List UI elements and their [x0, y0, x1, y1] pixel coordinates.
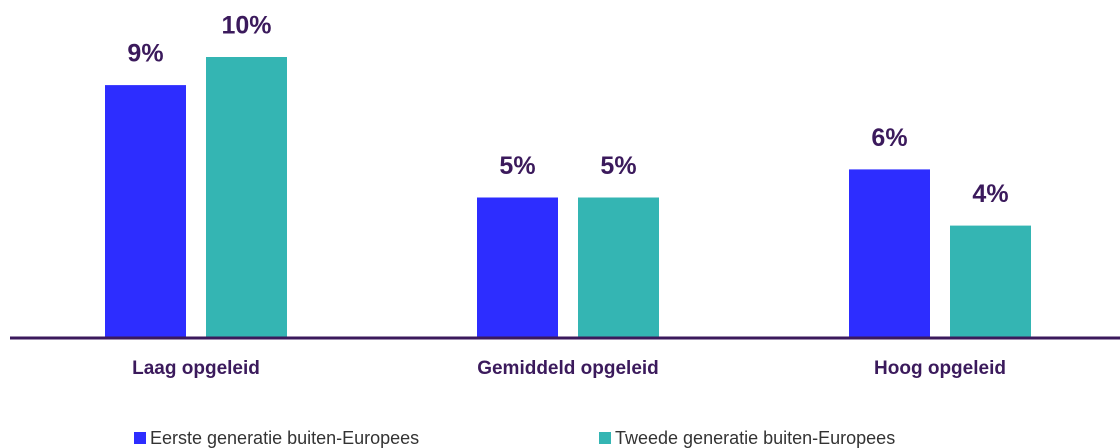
- value-label: 5%: [600, 152, 636, 180]
- bar: [206, 57, 287, 338]
- x-tick-label: Gemiddeld opgeleid: [477, 358, 659, 379]
- value-label: 4%: [972, 180, 1008, 208]
- legend-label: Eerste generatie buiten-Europees: [150, 428, 419, 448]
- bar: [105, 85, 186, 338]
- value-label: 9%: [127, 40, 163, 68]
- bar: [950, 225, 1031, 338]
- bar: [477, 197, 558, 338]
- value-label: 6%: [871, 124, 907, 152]
- x-tick-label: Laag opgeleid: [132, 358, 260, 379]
- bar: [578, 197, 659, 338]
- bar: [849, 169, 930, 338]
- value-label: 10%: [221, 12, 271, 40]
- legend-label: Tweede generatie buiten-Europees: [615, 428, 895, 448]
- value-label: 5%: [499, 152, 535, 180]
- legend-swatch: [599, 432, 611, 444]
- legend-swatch: [134, 432, 146, 444]
- x-tick-label: Hoog opgeleid: [874, 358, 1006, 379]
